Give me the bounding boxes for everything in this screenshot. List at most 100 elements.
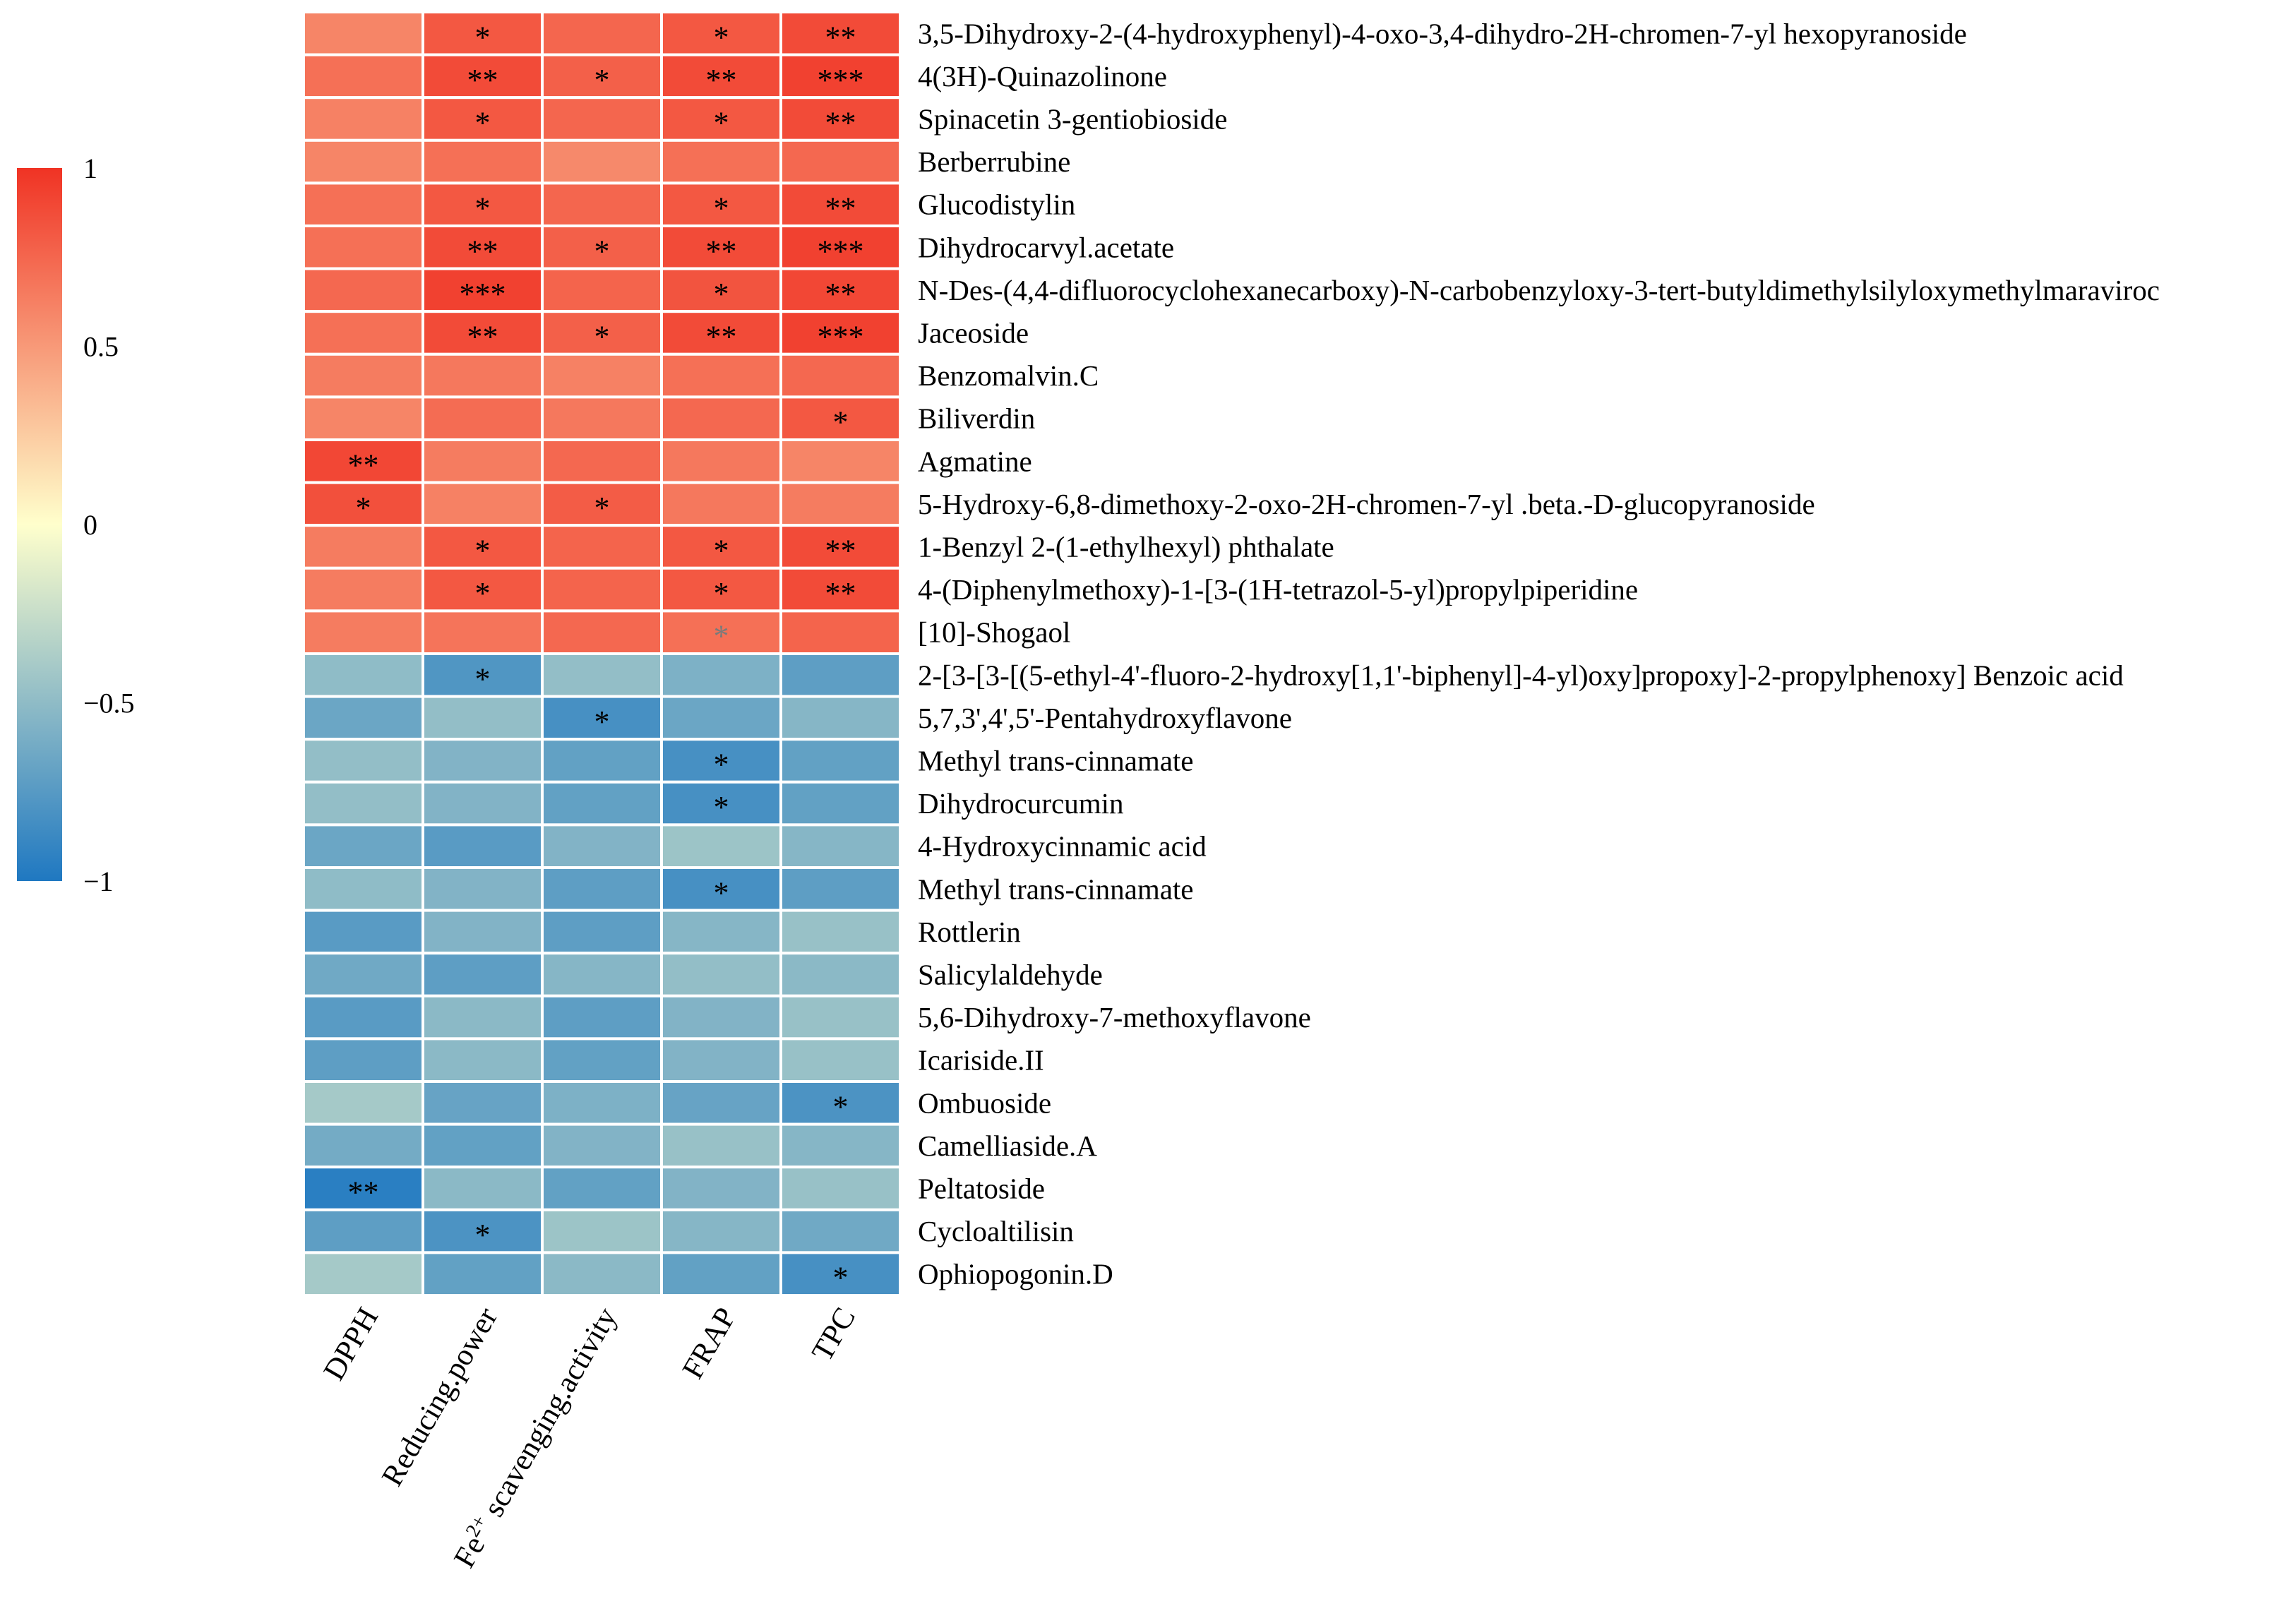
heatmap-cell xyxy=(302,695,424,741)
heatmap-cell xyxy=(421,952,544,997)
heatmap-cell xyxy=(779,1037,902,1084)
heatmap-cell xyxy=(302,524,424,570)
significance-mark: ** xyxy=(467,63,498,97)
heatmap-cell xyxy=(660,952,782,997)
significance-mark: ** xyxy=(825,576,856,611)
row-label: Methyl trans-cinnamate xyxy=(918,873,1194,905)
heatmap-cell xyxy=(660,138,782,185)
heatmap-cell xyxy=(541,1080,663,1126)
heatmap-cell xyxy=(541,1122,663,1169)
heatmap-cell xyxy=(779,310,902,356)
column-label: TPC xyxy=(806,1302,862,1367)
significance-mark: * xyxy=(356,491,371,525)
significance-mark: * xyxy=(594,63,610,97)
heatmap-cell xyxy=(421,652,544,698)
heatmap-cell xyxy=(302,481,424,527)
heatmap-cell xyxy=(660,310,782,356)
heatmap-cell xyxy=(421,695,544,741)
heatmap-cell xyxy=(779,823,902,870)
significance-mark: * xyxy=(475,534,491,568)
significance-mark: *** xyxy=(818,63,864,97)
heatmap-cell xyxy=(660,1037,782,1084)
row-label: Rottlerin xyxy=(918,916,1021,948)
heatmap-cell xyxy=(421,1165,544,1211)
heatmap-cell xyxy=(541,138,663,185)
significance-mark: * xyxy=(475,1218,491,1252)
significance-mark: ** xyxy=(467,234,498,268)
row-label: 5-Hydroxy-6,8-dimethoxy-2-oxo-2H-chromen… xyxy=(918,488,1815,520)
heatmap-cell xyxy=(421,481,544,527)
heatmap-cell xyxy=(660,909,782,955)
colorbar-ticks: 1 0.5 0 −0.5 −1 xyxy=(83,152,135,897)
significance-mark: * xyxy=(594,234,610,268)
row-label: Camelliaside.A xyxy=(918,1129,1097,1162)
significance-mark: ** xyxy=(825,191,856,226)
row-label: 4-(Diphenylmethoxy)-1-[3-(1H-tetrazol-5-… xyxy=(918,573,1638,606)
heatmap-cell xyxy=(779,96,902,142)
heatmap-cell xyxy=(541,1208,663,1254)
heatmap-cell xyxy=(541,823,663,870)
heatmap-cell xyxy=(541,609,663,656)
heatmap-cell xyxy=(660,1208,782,1254)
heatmap-cell xyxy=(541,438,663,484)
heatmap-cell xyxy=(302,352,424,399)
row-label: Ombuoside xyxy=(918,1086,1051,1119)
heatmap-cell xyxy=(302,53,424,100)
heatmap-cell xyxy=(779,652,902,698)
heatmap-cell xyxy=(421,1251,544,1298)
heatmap-cell xyxy=(779,224,902,270)
heatmap-cell xyxy=(660,823,782,870)
heatmap-cell xyxy=(779,352,902,399)
heatmap-cell xyxy=(302,267,424,313)
heatmap-cell xyxy=(421,395,544,442)
heatmap-cell xyxy=(302,994,424,1041)
row-label: Berberrubine xyxy=(918,145,1070,178)
heatmap-cell xyxy=(541,652,663,698)
column-label: DPPH xyxy=(317,1302,385,1386)
heatmap-cell xyxy=(302,909,424,955)
heatmap-cell xyxy=(421,1037,544,1084)
significance-mark: ** xyxy=(825,106,856,140)
significance-mark: * xyxy=(475,191,491,226)
row-label: Benzomalvin.C xyxy=(918,359,1099,392)
heatmap-cell xyxy=(541,566,663,613)
heatmap-cell xyxy=(302,609,424,656)
row-label: [10]-Shogaol xyxy=(918,616,1070,649)
significance-mark: * xyxy=(714,748,729,782)
row-label: 4(3H)-Quinazolinone xyxy=(918,60,1167,92)
heatmap-cell xyxy=(779,994,902,1041)
colorbar-tick-label: 0.5 xyxy=(83,331,119,363)
heatmap-cell xyxy=(421,1080,544,1126)
row-label: N-Des-(4,4-difluorocyclohexanecarboxy)-N… xyxy=(918,274,2160,306)
heatmap-cell xyxy=(421,609,544,656)
heatmap-cell xyxy=(779,138,902,185)
heatmap-cell xyxy=(541,994,663,1041)
heatmap-cell xyxy=(541,780,663,827)
significance-mark: ** xyxy=(706,234,737,268)
heatmap-cell xyxy=(421,224,544,270)
heatmap-cell xyxy=(302,780,424,827)
row-label: Biliverdin xyxy=(918,402,1035,435)
significance-mark: ** xyxy=(348,1175,379,1210)
heatmap-cell xyxy=(421,1122,544,1169)
heatmap-cell xyxy=(302,181,424,227)
heatmap-cell xyxy=(541,524,663,570)
heatmap-cell xyxy=(302,1037,424,1084)
heatmap-cell xyxy=(421,352,544,399)
row-label: Glucodistylin xyxy=(918,188,1075,221)
heatmap-cell xyxy=(779,1208,902,1254)
row-label: Ophiopogonin.D xyxy=(918,1258,1113,1290)
row-label: 2-[3-[3-[(5-ethyl-4'-fluoro-2-hydroxy[1,… xyxy=(918,659,2124,691)
row-label: 4-Hydroxycinnamic acid xyxy=(918,830,1207,863)
heatmap-cell xyxy=(421,438,544,484)
heatmap-cell xyxy=(541,695,663,741)
heatmap-cell xyxy=(421,866,544,912)
heatmap-cell xyxy=(541,1165,663,1211)
colorbar-gradient xyxy=(17,168,62,881)
significance-mark: * xyxy=(594,491,610,525)
row-label: Icariside.II xyxy=(918,1044,1044,1077)
heatmap-cell xyxy=(541,866,663,912)
significance-mark: ** xyxy=(825,277,856,311)
